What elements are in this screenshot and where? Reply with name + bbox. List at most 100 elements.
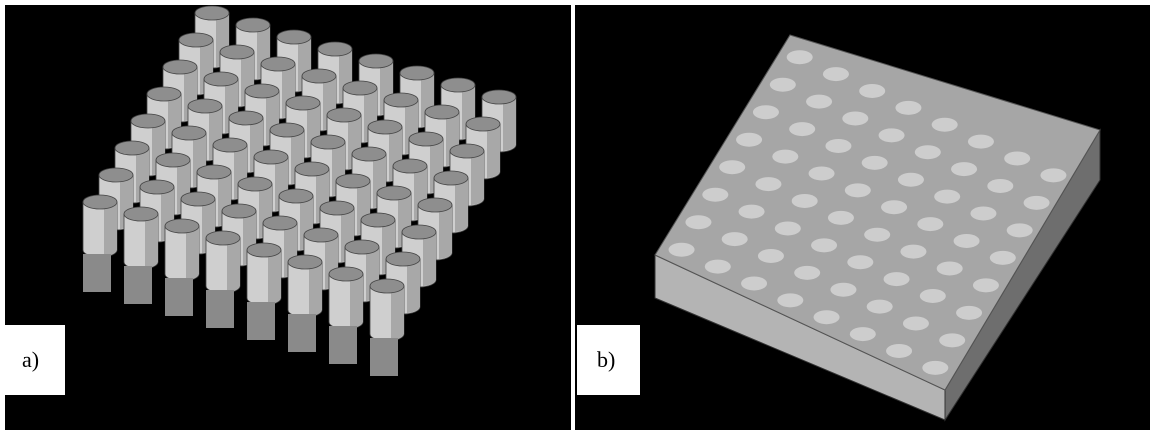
pillar-base xyxy=(206,290,234,328)
surface-feature xyxy=(886,344,912,358)
surface-feature xyxy=(825,139,851,153)
pillar-top xyxy=(286,96,320,110)
pillar-top xyxy=(238,177,272,191)
pillar-shade xyxy=(309,262,322,316)
pillar-top xyxy=(247,243,281,257)
pillar-top xyxy=(99,168,133,182)
pillar-top xyxy=(263,216,297,230)
pillar-top xyxy=(359,54,393,68)
surface-feature xyxy=(823,67,849,81)
pillar-top xyxy=(277,30,311,44)
pillar-base xyxy=(370,338,398,376)
surface-feature xyxy=(847,255,873,269)
surface-feature xyxy=(702,188,728,202)
surface-feature xyxy=(881,200,907,214)
surface-feature xyxy=(900,245,926,259)
pillar-shade xyxy=(407,259,420,313)
pillar-shade xyxy=(350,274,363,328)
surface-feature xyxy=(794,266,820,280)
surface-feature xyxy=(772,150,798,164)
surface-feature xyxy=(990,251,1016,265)
pillar-top xyxy=(327,108,361,122)
surface-feature xyxy=(895,101,921,115)
pillar-top xyxy=(83,195,117,209)
pillar-top xyxy=(245,84,279,98)
pillar-top xyxy=(329,267,363,281)
pillar-top xyxy=(229,111,263,125)
pillar-top xyxy=(204,72,238,86)
pillar-top xyxy=(450,144,484,158)
pillar-top xyxy=(368,120,402,134)
pillar-top xyxy=(393,159,427,173)
surface-feature xyxy=(758,249,784,263)
pillar-base xyxy=(165,278,193,316)
surface-feature xyxy=(1024,196,1050,210)
pillar-top xyxy=(115,141,149,155)
pillar-top xyxy=(302,69,336,83)
surface-feature xyxy=(809,166,835,180)
pillar-top xyxy=(466,117,500,131)
surface-feature xyxy=(830,283,856,297)
surface-feature xyxy=(789,122,815,136)
pillar-top xyxy=(222,204,256,218)
surface-feature xyxy=(937,261,963,275)
pillar-shade xyxy=(439,205,452,259)
surface-feature xyxy=(705,260,731,274)
pillar-shade xyxy=(471,151,484,205)
surface-feature xyxy=(1007,223,1033,237)
surface-feature xyxy=(932,118,958,132)
surface-feature xyxy=(920,289,946,303)
surface-feature xyxy=(828,211,854,225)
surface-feature xyxy=(814,310,840,324)
pillar-shade xyxy=(268,250,281,304)
pillar-top xyxy=(147,87,181,101)
surface-feature xyxy=(915,145,941,159)
pillar-top xyxy=(140,180,174,194)
pillar-top xyxy=(320,201,354,215)
surface-feature xyxy=(722,232,748,246)
panel-label: a) xyxy=(22,347,39,372)
pillar-top xyxy=(434,171,468,185)
surface-feature xyxy=(777,293,803,307)
pillar-top xyxy=(188,99,222,113)
surface-feature xyxy=(879,128,905,142)
pillar-top xyxy=(402,225,436,239)
pillar-top xyxy=(179,33,213,47)
surface-feature xyxy=(792,194,818,208)
pillar-shade xyxy=(487,124,500,178)
pillar-shade xyxy=(455,178,468,232)
pillar-shade xyxy=(227,238,240,292)
pillar-top xyxy=(482,90,516,104)
surface-feature xyxy=(1004,151,1030,165)
surface-feature xyxy=(922,361,948,375)
surface-feature xyxy=(775,221,801,235)
pillar-top xyxy=(361,213,395,227)
pillar-top xyxy=(206,231,240,245)
surface-feature xyxy=(845,183,871,197)
pillar-top xyxy=(400,66,434,80)
pillar-top xyxy=(318,42,352,56)
surface-feature xyxy=(842,111,868,125)
pillar-top xyxy=(181,192,215,206)
surface-feature xyxy=(850,327,876,341)
surface-feature xyxy=(884,272,910,286)
pillar-top xyxy=(409,132,443,146)
pillar-shade xyxy=(104,202,117,256)
pillar-top xyxy=(195,6,229,20)
pillar-top xyxy=(441,78,475,92)
surface-feature xyxy=(862,156,888,170)
pillar-base xyxy=(83,254,111,292)
pillar-top xyxy=(213,138,247,152)
pillar-shade xyxy=(145,214,158,268)
pillar-top xyxy=(352,147,386,161)
surface-feature xyxy=(968,135,994,149)
pillar-base xyxy=(288,314,316,352)
surface-feature xyxy=(939,333,965,347)
pillar-top xyxy=(172,126,206,140)
surface-feature xyxy=(753,105,779,119)
pillar-top xyxy=(124,207,158,221)
pillar-top xyxy=(425,105,459,119)
surface-feature xyxy=(736,133,762,147)
pillar-base xyxy=(124,266,152,304)
surface-feature xyxy=(934,190,960,204)
